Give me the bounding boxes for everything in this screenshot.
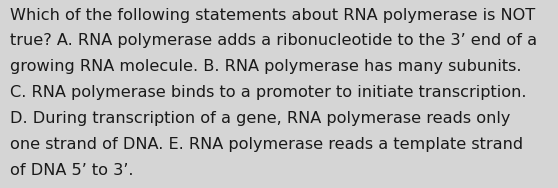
Text: Which of the following statements about RNA polymerase is NOT: Which of the following statements about … xyxy=(10,8,535,23)
Text: one strand of DNA. E. RNA polymerase reads a template strand: one strand of DNA. E. RNA polymerase rea… xyxy=(10,137,523,152)
Text: growing RNA molecule. B. RNA polymerase has many subunits.: growing RNA molecule. B. RNA polymerase … xyxy=(10,59,522,74)
Text: true? A. RNA polymerase adds a ribonucleotide to the 3’ end of a: true? A. RNA polymerase adds a ribonucle… xyxy=(10,33,537,49)
Text: of DNA 5’ to 3’.: of DNA 5’ to 3’. xyxy=(10,163,133,178)
Text: C. RNA polymerase binds to a promoter to initiate transcription.: C. RNA polymerase binds to a promoter to… xyxy=(10,85,527,100)
Text: D. During transcription of a gene, RNA polymerase reads only: D. During transcription of a gene, RNA p… xyxy=(10,111,511,126)
